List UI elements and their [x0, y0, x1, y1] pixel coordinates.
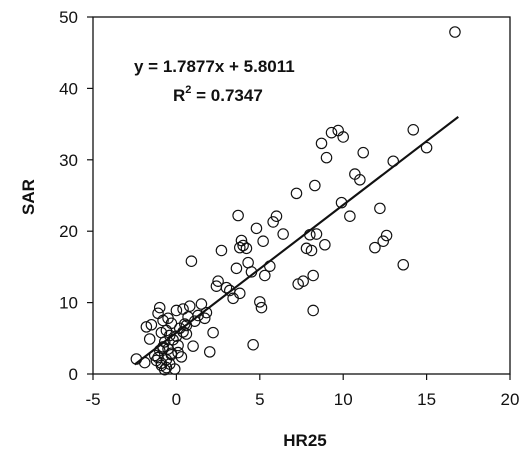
data-point [143, 333, 156, 345]
data-point [172, 339, 184, 352]
data-point [170, 304, 183, 317]
y-axis-label: SAR [19, 179, 38, 215]
data-point [420, 141, 433, 154]
data-point [160, 361, 173, 374]
x-tick-label: 5 [255, 390, 264, 409]
data-point [270, 210, 283, 222]
x-tick-label: 15 [417, 390, 436, 409]
data-point [344, 210, 356, 222]
data-point [195, 298, 208, 310]
data-point [397, 258, 410, 271]
data-point [240, 242, 253, 255]
data-point [153, 301, 166, 314]
data-point [319, 238, 331, 251]
data-point [234, 241, 246, 254]
data-point [315, 137, 328, 150]
data-point [175, 351, 188, 363]
data-point [254, 296, 266, 308]
data-point [305, 244, 318, 257]
data-point [180, 328, 193, 340]
trendline-layer [134, 116, 459, 366]
data-point [215, 244, 228, 257]
data-point [369, 241, 381, 254]
x-tick-label: -5 [85, 390, 100, 409]
data-point [230, 262, 243, 275]
r2-prefix: R [173, 86, 185, 105]
y-tick-label: 0 [69, 365, 78, 384]
data-point [220, 281, 233, 294]
r2-value: = 0.7347 [191, 86, 262, 105]
data-point [267, 216, 279, 228]
data-point [309, 179, 321, 192]
data-point [212, 275, 224, 287]
y-tick-label: 30 [59, 151, 78, 170]
r2-superscript: 2 [185, 84, 191, 96]
y-tick-label: 10 [59, 294, 78, 313]
ticks-layer: -5 0 5 10 15 20 0 10 20 30 40 50 [59, 8, 519, 409]
data-point [198, 312, 211, 325]
data-point [377, 235, 390, 247]
data-point [180, 319, 193, 332]
x-tick-label: 20 [501, 390, 520, 409]
data-point [255, 301, 268, 314]
data-point [357, 146, 369, 159]
data-point [259, 269, 271, 282]
data-point [337, 131, 349, 143]
y-tick-label: 20 [59, 222, 78, 241]
data-point [140, 321, 153, 333]
data-point [277, 228, 289, 240]
data-point [165, 347, 178, 360]
data-point [234, 287, 246, 300]
trend-line [134, 116, 459, 366]
data-point [354, 174, 366, 186]
equation-label: y = 1.7877x + 5.8011 [134, 57, 295, 76]
data-point [307, 269, 319, 282]
y-tick-label: 40 [59, 79, 78, 98]
data-point [374, 202, 386, 215]
data-point [237, 239, 249, 252]
plot-frame [92, 16, 511, 375]
data-point [185, 255, 198, 267]
data-point [145, 318, 158, 331]
data-point [449, 26, 461, 38]
data-point [232, 209, 244, 222]
y-tick-label: 50 [59, 8, 78, 27]
data-point [192, 309, 204, 322]
data-point [307, 304, 319, 317]
data-point [290, 187, 303, 200]
data-point [183, 300, 196, 312]
data-point [250, 222, 263, 235]
x-axis-label: HR25 [283, 431, 326, 450]
data-points [130, 26, 461, 376]
data-point [297, 275, 309, 287]
data-point [257, 235, 269, 247]
data-point [247, 338, 259, 351]
plot-layer [92, 16, 511, 375]
data-point [320, 151, 333, 164]
data-point [325, 126, 338, 139]
data-point [300, 242, 313, 255]
data-point [168, 363, 181, 375]
data-point [157, 314, 169, 327]
data-point [380, 229, 393, 242]
r2-label: R2 = 0.7347 [173, 84, 263, 105]
x-tick-label: 0 [172, 390, 181, 409]
data-point [310, 228, 323, 240]
data-point [187, 340, 199, 352]
x-tick-label: 10 [334, 390, 353, 409]
data-point [203, 346, 216, 358]
data-point [207, 326, 219, 339]
data-point [165, 317, 178, 330]
data-point [407, 124, 420, 136]
data-point [152, 351, 164, 364]
